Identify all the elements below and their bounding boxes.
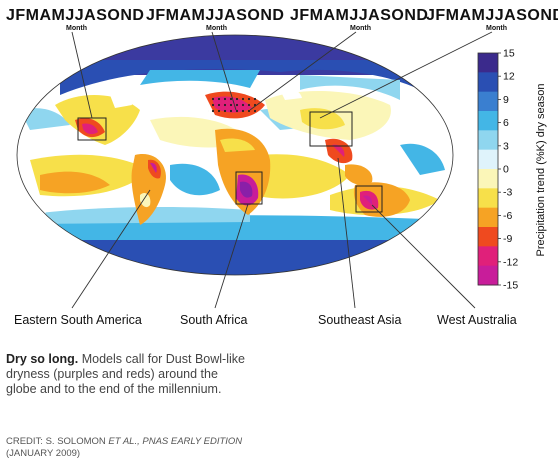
colorbar-swatch (478, 227, 498, 247)
colorbar: 15 12 9 6 3 0 -3 -6 -9 -12 -15 Precipitation trend… (477, 48, 547, 292)
colorbar-title: Precipitation trend (%K) dry season (535, 83, 547, 256)
colorbar-swatch (478, 265, 498, 286)
colorbar-swatch (478, 91, 498, 112)
colorbar-tick-label: 12 (503, 71, 515, 83)
month-sublabel-2: Month (206, 25, 227, 32)
colorbar-swatch (478, 188, 498, 209)
colorbar-swatch (478, 111, 498, 131)
colorbar-swatches (478, 53, 498, 286)
colorbar-tick-label: 6 (503, 117, 509, 129)
month-sublabel-4: Month (486, 25, 507, 32)
colorbar-swatch (478, 72, 498, 93)
credit-date: (JANUARY 2009) (6, 448, 81, 459)
colorbar-tick-label: 3 (503, 140, 509, 152)
colorbar-tick-label: -6 (503, 210, 512, 222)
month-header-1: JFMAMJJASOND (6, 7, 144, 24)
header-leader-lines (71, 31, 493, 119)
month-headers: JFMAMJJASOND Month JFMAMJJASOND Month JF… (6, 7, 558, 32)
caption-body: Models call for Dust Bowl-like dryness (… (6, 352, 245, 396)
colorbar-tick-label: -15 (503, 280, 518, 292)
month-header-4: JFMAMJJASOND (426, 7, 558, 24)
colorbar-tick-label: -3 (503, 187, 512, 199)
colorbar-tick-label: 9 (503, 94, 509, 106)
colorbar-swatch (478, 207, 498, 228)
colorbar-tick-label: 0 (503, 164, 509, 176)
region-leader-lines (71, 157, 476, 309)
region-label-eastern-south-america: Eastern South America (14, 313, 142, 327)
month-header-2: JFMAMJJASOND (146, 7, 284, 24)
region-label-south-africa: South Africa (180, 313, 247, 327)
credit-prefix: CREDIT: S. SOLOMON (6, 436, 109, 447)
credit-line: CREDIT: S. SOLOMON ET AL., PNAS EARLY ED… (6, 436, 246, 460)
month-sublabel-3: Month (350, 25, 371, 32)
region-labels: Eastern South America South Africa South… (14, 313, 517, 327)
month-sublabel-1: Month (66, 25, 87, 32)
colorbar-swatch (478, 169, 498, 189)
colorbar-tick-label: -12 (503, 256, 518, 268)
world-map (16, 34, 454, 276)
colorbar-swatch (478, 246, 498, 267)
colorbar-swatch (478, 53, 498, 73)
region-label-west-australia: West Australia (437, 313, 517, 327)
colorbar-ticks: 15 12 9 6 3 0 -3 -6 -9 -12 -15 (498, 48, 518, 292)
colorbar-tick-label: -9 (503, 233, 512, 245)
credit-authors: ET AL., PNAS EARLY EDITION (108, 436, 243, 447)
caption: Dry so long. Models call for Dust Bowl-l… (6, 352, 246, 397)
region-label-southeast-asia: Southeast Asia (318, 313, 401, 327)
month-header-3: JFMAMJJASOND (290, 7, 428, 24)
caption-title: Dry so long. (6, 352, 79, 366)
colorbar-swatch (478, 130, 498, 151)
colorbar-swatch (478, 149, 498, 170)
colorbar-tick-label: 15 (503, 48, 515, 60)
precipitation-figure: JFMAMJJASOND Month JFMAMJJASOND Month JF… (6, 7, 558, 327)
